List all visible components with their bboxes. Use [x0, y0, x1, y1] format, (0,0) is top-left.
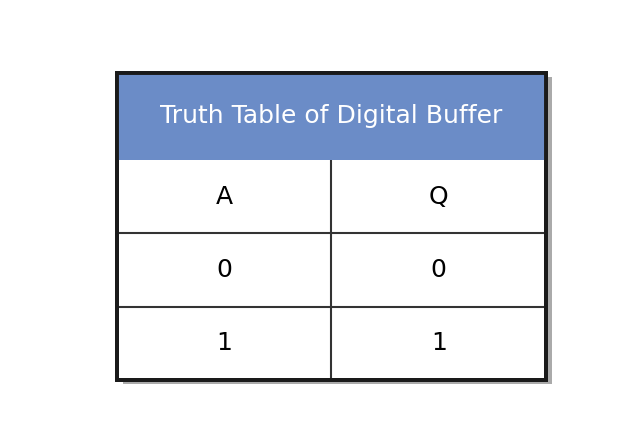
Bar [122, 77, 552, 384]
Text: 1: 1 [216, 331, 232, 355]
Text: 0: 0 [431, 258, 447, 282]
Bar [117, 73, 546, 380]
Bar [117, 73, 546, 160]
Text: Truth Table of Digital Buffer: Truth Table of Digital Buffer [161, 104, 503, 129]
Text: 1: 1 [431, 331, 447, 355]
Text: A: A [215, 185, 233, 209]
Text: 0: 0 [216, 258, 232, 282]
Bar [117, 73, 546, 380]
Text: Q: Q [429, 185, 448, 209]
